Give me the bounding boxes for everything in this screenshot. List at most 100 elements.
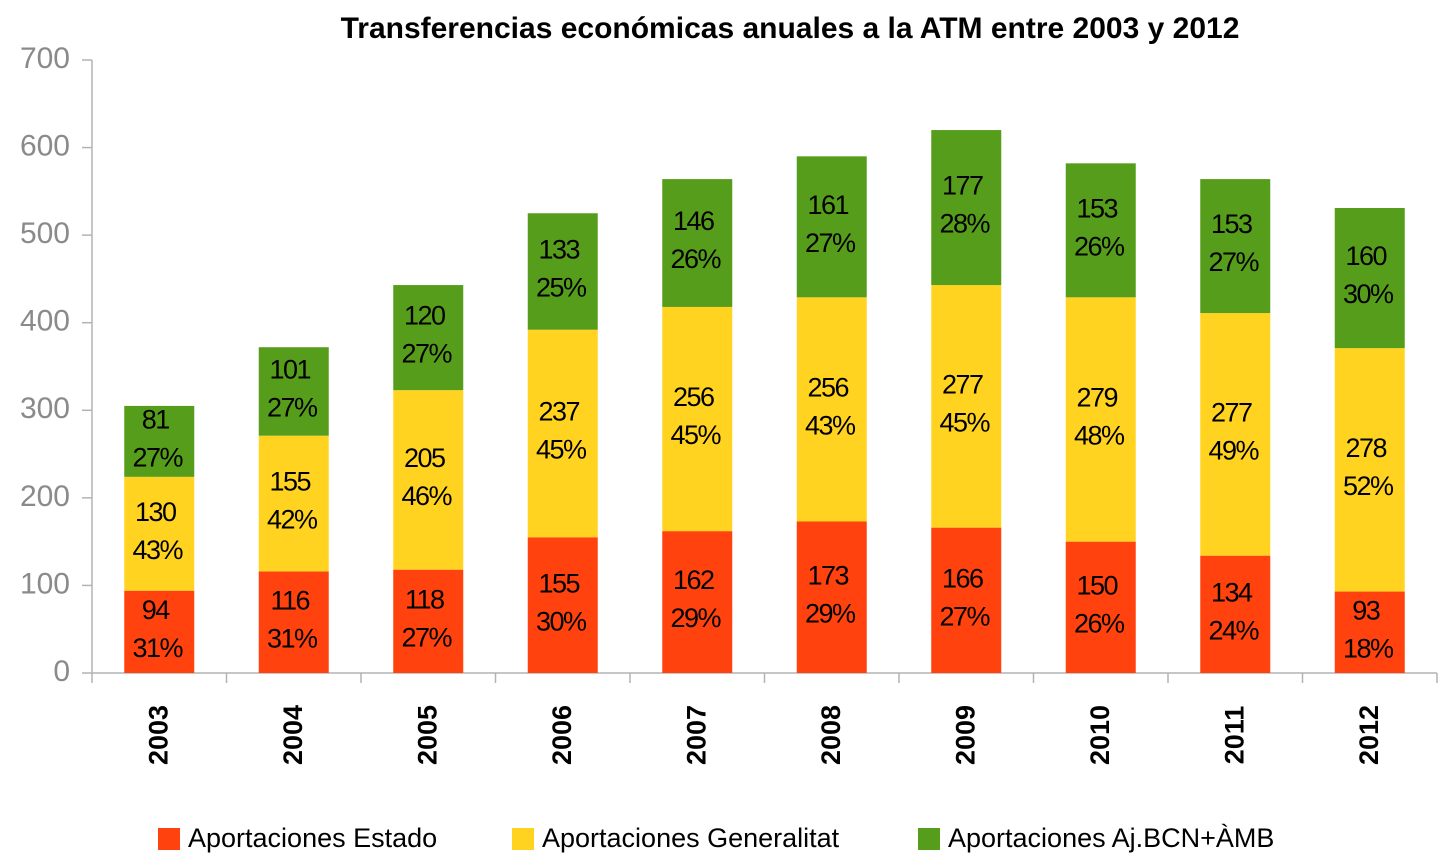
bar-segment [527,213,598,330]
bar-segment [258,435,329,572]
legend-swatch [158,828,180,850]
share-label: 24% [1208,615,1259,645]
value-label: 153 [1211,209,1252,239]
share-label: 27% [267,393,318,423]
share-label: 26% [1074,231,1125,261]
bar-segment [1334,591,1405,673]
bar-segment [124,590,195,673]
bar-segment [931,527,1002,673]
value-label: 101 [269,355,310,385]
share-label: 45% [670,420,721,450]
bar-segment [662,306,733,532]
value-label: 278 [1345,433,1386,463]
share-label: 48% [1074,421,1125,451]
value-label: 155 [269,467,310,497]
value-label: 166 [942,563,983,593]
value-label: 237 [538,397,579,427]
share-label: 26% [1074,608,1125,638]
bar-segment [1065,163,1136,298]
legend-label: Aportaciones Generalitat [542,823,840,853]
share-label: 30% [536,606,587,636]
legend-swatch [918,828,940,850]
y-tick-label: 300 [20,392,70,425]
bar-segment [796,521,867,673]
bar-segment [1065,297,1136,542]
share-label: 27% [939,601,990,631]
share-label: 27% [805,228,856,258]
value-label: 116 [270,585,309,615]
value-label: 277 [1211,397,1252,427]
value-label: 118 [405,584,444,614]
value-label: 161 [807,190,848,220]
share-label: 26% [670,244,721,274]
bar-segment [662,179,733,307]
value-label: 162 [673,565,714,595]
bar-segment [527,329,598,538]
share-label: 27% [132,442,183,472]
bar-segment [1334,207,1405,349]
value-label: 133 [538,235,579,265]
x-tick-label: 2006 [547,705,577,765]
x-tick-label: 2003 [143,705,173,765]
share-label: 46% [401,481,452,511]
value-label: 93 [1352,595,1380,625]
share-label: 18% [1343,633,1394,663]
value-label: 256 [673,382,714,412]
x-tick-label: 2011 [1219,706,1249,765]
share-label: 27% [401,339,452,369]
share-label: 42% [267,505,318,535]
value-label: 153 [1076,193,1117,223]
legend-label: Aportaciones Aj.BCN+ÀMB [948,823,1274,853]
x-tick-label: 2005 [412,705,442,765]
share-label: 52% [1343,471,1394,501]
bar-segment [124,476,195,591]
x-tick-label: 2004 [278,705,308,765]
bar-segment [931,285,1002,528]
value-label: 134 [1211,577,1253,607]
x-tick-label: 2010 [1085,705,1115,765]
y-tick-label: 700 [20,42,70,75]
value-label: 150 [1076,570,1117,600]
bar-segment [1334,348,1405,592]
share-label: 27% [401,622,452,652]
y-tick-label: 0 [53,655,70,688]
share-label: 29% [670,603,721,633]
share-label: 31% [267,623,318,653]
bar-segment [258,347,329,436]
value-label: 146 [673,206,714,236]
value-label: 277 [942,369,983,399]
y-tick-label: 500 [20,217,70,250]
legend-swatch [512,828,534,850]
value-label: 177 [942,171,983,201]
share-label: 31% [132,633,183,663]
bar-segment [796,156,867,298]
x-tick-label: 2009 [950,705,980,765]
share-label: 45% [536,435,587,465]
share-label: 43% [805,411,856,441]
x-tick-label: 2008 [816,705,846,765]
value-label: 155 [538,568,579,598]
share-label: 43% [132,535,183,565]
x-tick-label: 2007 [681,705,711,765]
value-label: 94 [142,595,171,625]
bar-segment [393,285,464,391]
share-label: 30% [1343,279,1394,309]
bar-segment [393,390,464,570]
bar-segment [796,297,867,522]
bar-segment [1065,541,1136,673]
value-label: 173 [807,560,848,590]
x-tick-label: 2012 [1354,705,1384,765]
bar-segment [931,130,1002,286]
value-label: 279 [1076,383,1117,413]
share-label: 25% [536,273,587,303]
chart-title: Transferencias económicas anuales a la A… [341,12,1240,45]
bar-segment [393,569,464,673]
value-label: 256 [807,373,848,403]
bar-segment [258,571,329,673]
share-label: 28% [939,209,990,239]
y-tick-label: 600 [20,129,70,162]
value-label: 205 [404,443,445,473]
bar-segment [527,537,598,673]
bar-segment [1200,313,1271,556]
